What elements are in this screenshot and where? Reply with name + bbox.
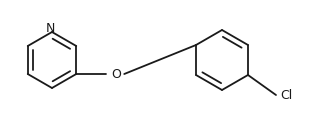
Text: Cl: Cl xyxy=(280,89,292,102)
Text: N: N xyxy=(45,21,55,35)
Text: O: O xyxy=(111,68,121,81)
